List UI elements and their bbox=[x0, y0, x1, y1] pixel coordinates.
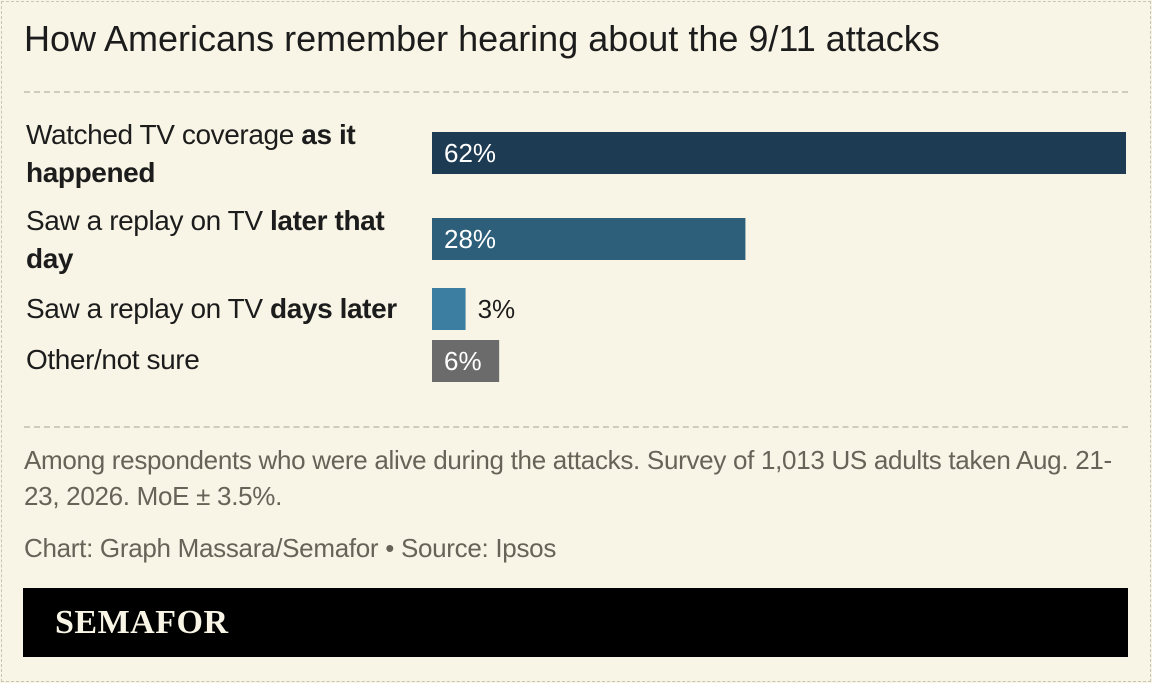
bar-value-label-1: 28% bbox=[444, 224, 496, 254]
bar-value-label-2: 3% bbox=[478, 294, 516, 324]
category-label-2-plain: Saw a replay on TV bbox=[26, 293, 271, 324]
category-label-3-plain: Other/not sure bbox=[26, 344, 200, 375]
bar-0 bbox=[432, 132, 1126, 174]
top-divider bbox=[24, 91, 1128, 93]
bar-value-label-3: 6% bbox=[444, 346, 482, 376]
bar-2 bbox=[432, 288, 466, 330]
bar-3 bbox=[432, 340, 500, 382]
semafor-logo: SEMAFOR bbox=[55, 604, 229, 641]
category-label-1: Saw a replay on TV later that day bbox=[26, 202, 426, 278]
footer-bar: SEMAFOR bbox=[23, 588, 1128, 657]
chart-credit: Chart: Graph Massara/Semafor • Source: I… bbox=[24, 533, 557, 563]
category-label-2-bold: days later bbox=[270, 293, 397, 324]
bar-1 bbox=[432, 218, 746, 260]
category-label-2: Saw a replay on TV days later bbox=[26, 290, 426, 328]
category-label-0-plain: Watched TV coverage bbox=[26, 119, 302, 150]
category-label-0: Watched TV coverage as it happened bbox=[26, 116, 426, 192]
category-label-3: Other/not sure bbox=[26, 341, 426, 379]
bar-value-label-0: 62% bbox=[444, 138, 496, 168]
bottom-divider bbox=[24, 426, 1128, 428]
category-label-1-bold: later that day bbox=[26, 205, 385, 274]
category-label-0-bold: as it happened bbox=[26, 119, 356, 188]
category-label-1-plain: Saw a replay on TV bbox=[26, 205, 271, 236]
survey-note: Among respondents who were alive during … bbox=[24, 445, 1112, 511]
chart-title: How Americans remember hearing about the… bbox=[24, 18, 940, 59]
